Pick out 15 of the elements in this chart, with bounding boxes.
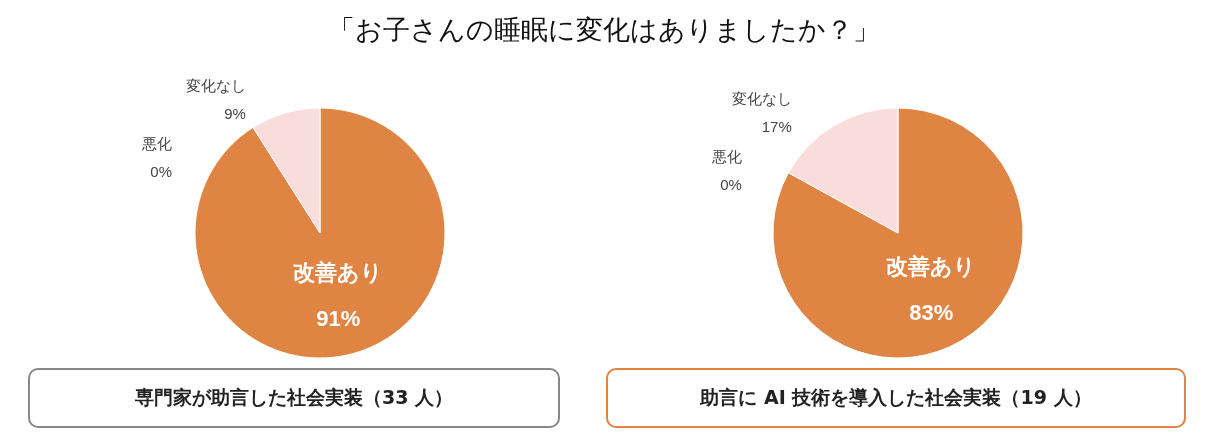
data-label: 17% — [761, 118, 792, 135]
slice-label: 改善あり — [293, 260, 384, 286]
text: 専門家が助言した社会実装（33 人） — [28, 368, 560, 428]
slice-label: 改善あり — [886, 253, 977, 279]
category-label: 悪化 — [711, 148, 742, 165]
text: 助言に AI 技術を導入した社会実装（19 人） — [606, 368, 1186, 428]
data-label: 91% — [316, 306, 361, 332]
category-label: 悪化 — [142, 134, 173, 152]
data-label: 83% — [909, 299, 954, 325]
text: 「お子さんの睡眠に変化はありましたか？」 — [327, 13, 881, 47]
data-label: 9% — [224, 104, 246, 122]
text: 0% — [720, 176, 742, 193]
text: 0% — [150, 162, 173, 180]
slice-label: 変化なし — [185, 76, 246, 94]
slice-label: 変化なし — [731, 90, 792, 107]
